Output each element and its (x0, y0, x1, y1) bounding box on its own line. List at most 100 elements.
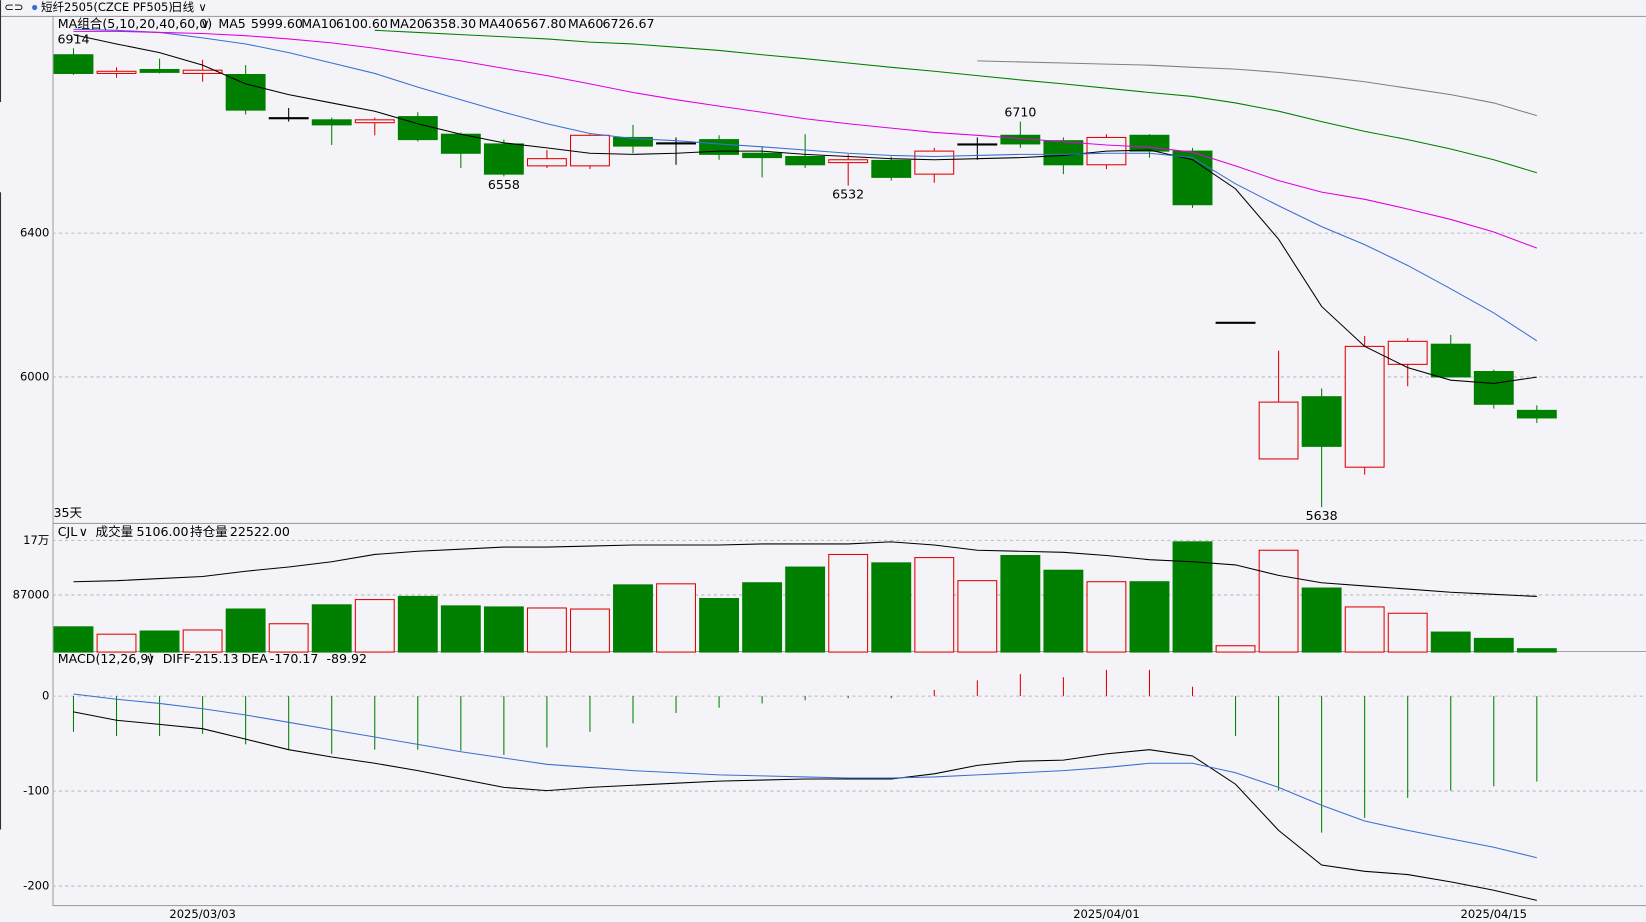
volume-bar (742, 582, 783, 653)
volume-bar (656, 583, 696, 653)
candle-body (656, 142, 696, 145)
volume-bar (613, 584, 653, 653)
legend-name: MA10 (301, 16, 336, 31)
volume-bar (397, 595, 438, 653)
candle-body (957, 143, 998, 146)
low-label: 6558 (488, 177, 520, 192)
legend-value: 6358.30 (424, 16, 476, 31)
candle-body (914, 150, 955, 175)
volume-bar (1215, 645, 1256, 653)
legend-name: MA20 (389, 16, 424, 31)
candle-body (354, 119, 395, 124)
span-label: 35天 (54, 505, 83, 520)
legend-value: 5999.60 (251, 16, 303, 31)
low-label: 5638 (1306, 508, 1338, 523)
symbol: 短纤2505(CZCE PF505) (41, 0, 173, 14)
legend-value: 22522.00 (230, 524, 290, 539)
legend-value: 6100.60 (336, 16, 388, 31)
volume-bar (828, 553, 869, 653)
volume-bar (914, 557, 955, 653)
candle-body (742, 152, 783, 159)
legend-value: -170.17 (270, 651, 319, 666)
candle-body (483, 143, 524, 175)
indicator-title[interactable]: CJL (58, 524, 78, 539)
ma-line (977, 60, 1537, 117)
volume-bar (1387, 612, 1428, 653)
legend-name: MA40 (479, 16, 514, 31)
macd-line (73, 711, 1537, 901)
volume-bar (526, 607, 567, 653)
volume-bar (1129, 581, 1170, 653)
legend-value: 6567.80 (514, 16, 566, 31)
volume-bar (957, 580, 998, 653)
volume-bar (1301, 587, 1342, 653)
volume-bar (1430, 631, 1471, 653)
x-tick-label: 2025/04/01 (1073, 907, 1139, 921)
volume-bar (268, 623, 309, 653)
low-label: 6532 (832, 187, 864, 202)
volume-bar (1258, 549, 1299, 653)
period[interactable]: 日线 (171, 0, 195, 14)
legend-name: MA5 (218, 16, 245, 31)
volume-bar (570, 608, 610, 653)
ma-line (73, 34, 1537, 384)
candle-body (871, 159, 912, 178)
volume-bar (440, 605, 481, 653)
dropdown-icon: ∨ (146, 651, 155, 666)
volume-bar (1516, 648, 1557, 653)
y-tick-label: 17万 (23, 533, 49, 547)
open-interest-line (73, 541, 1537, 597)
y-tick-label: -200 (23, 879, 49, 893)
candle-body (1215, 321, 1256, 324)
dot-icon (32, 4, 38, 11)
dropdown-icon: ∨ (79, 524, 88, 539)
high-label: 6914 (57, 31, 89, 46)
candle-body (1516, 409, 1557, 419)
volume-bar (483, 606, 524, 653)
y-tick-label: 0 (42, 689, 49, 703)
candle-body (526, 158, 567, 167)
candle-body (1301, 396, 1342, 447)
candle-body (1172, 150, 1213, 206)
candle-body (225, 73, 266, 111)
candle-body (311, 119, 352, 126)
link-icon[interactable]: ⊂⊃ (4, 0, 23, 14)
volume-bar (1172, 541, 1213, 653)
volume-bar (1000, 554, 1041, 653)
x-tick-label: 2025/04/15 (1461, 907, 1527, 921)
candle-body (1473, 371, 1514, 405)
volume-bar (1473, 637, 1514, 653)
legend-name: DIFF (163, 651, 191, 666)
y-tick-label: -100 (23, 784, 49, 798)
candle-body (1430, 343, 1471, 378)
volume-bar (1043, 569, 1084, 653)
legend-name: 成交量 (96, 524, 134, 539)
legend-value: 5106.00 (136, 524, 188, 539)
volume-bar (1344, 606, 1385, 653)
indicator-title[interactable]: MACD(12,26,9) (58, 651, 154, 666)
indicator-title[interactable]: MA组合(5,10,20,40,60,0) (58, 16, 212, 31)
volume-bar (225, 608, 266, 653)
volume-bar (96, 633, 137, 653)
volume-bar (785, 566, 826, 653)
candle-body (1387, 340, 1428, 365)
legend-value: -89.92 (326, 651, 367, 666)
ma-line (374, 29, 1537, 174)
high-label: 6710 (1004, 105, 1036, 120)
volume-bar (182, 629, 223, 653)
y-tick-label: 6400 (20, 226, 49, 240)
ma-line (73, 30, 1538, 249)
candle-body (1043, 140, 1084, 166)
candle-body (96, 70, 137, 74)
dropdown-icon[interactable]: ∨ (198, 0, 206, 14)
candle-body (613, 136, 653, 147)
volume-bar (311, 604, 352, 653)
legend-value: 6726.67 (603, 16, 655, 31)
candle-body (828, 159, 869, 164)
candle-body (268, 117, 309, 120)
legend-name: DEA (241, 651, 268, 666)
ma-line (73, 28, 1538, 342)
candle-body (53, 54, 94, 74)
